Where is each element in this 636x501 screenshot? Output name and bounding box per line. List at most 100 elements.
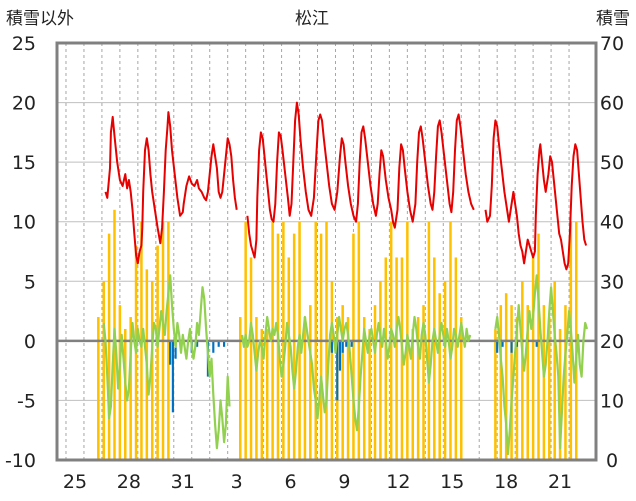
temperature-line xyxy=(484,119,588,271)
snow_depth-bar xyxy=(239,317,242,460)
temperature-line xyxy=(246,101,475,259)
snow_depth-bar xyxy=(249,257,253,460)
snow_depth-bar xyxy=(504,293,508,460)
snow_depth-bar xyxy=(102,281,105,460)
snow_depth-bar xyxy=(330,281,334,460)
snow_depth-bar xyxy=(362,317,366,460)
temperature-line xyxy=(104,111,238,265)
snow_depth-bar xyxy=(107,233,111,460)
right-tick-label: 10 xyxy=(600,390,624,412)
snow_depth-bar xyxy=(411,328,414,460)
change-line xyxy=(102,274,231,450)
right-tick-label: 40 xyxy=(600,212,624,234)
snow_depth-bar xyxy=(287,257,291,460)
negative_bar-bar xyxy=(336,340,339,401)
snow_depth-bar xyxy=(341,305,344,460)
left-tick-label: -5 xyxy=(17,390,36,412)
snow_depth-bar xyxy=(384,257,388,460)
snow_depth-bar xyxy=(443,281,447,460)
snow_depth-bar xyxy=(531,257,535,460)
snow_depth-bar xyxy=(422,305,425,460)
x-tick-label: 15 xyxy=(440,471,464,493)
right-tick-label: 30 xyxy=(600,271,624,293)
snow_depth-bar xyxy=(352,233,355,460)
snow_depth-bar xyxy=(346,317,350,460)
x-tick-label: 21 xyxy=(548,471,572,493)
snow_depth-bar xyxy=(255,317,258,460)
right-tick-labels: 70 60 50 40 30 20 10 0 xyxy=(600,33,624,472)
left-tick-label: 25 xyxy=(12,33,36,55)
snow_depth-bar xyxy=(564,305,567,460)
negative_bar-bar xyxy=(196,340,199,347)
snow_depth-bar xyxy=(548,317,551,460)
snow_depth-bar xyxy=(373,305,377,460)
right-tick-label: 20 xyxy=(600,331,624,353)
left-axis-label: 積雪以外 xyxy=(6,9,74,29)
x-tick-label: 3 xyxy=(231,471,243,493)
snow_depth-bar xyxy=(510,305,513,460)
snow_depth-bar xyxy=(265,328,269,460)
x-tick-label: 18 xyxy=(494,471,518,493)
snow_depth-bar xyxy=(260,328,264,460)
snow_depth-bar xyxy=(118,305,122,460)
negative_bar-bar xyxy=(345,340,348,347)
chart-title: 松江 xyxy=(295,9,329,29)
right-tick-label: 70 xyxy=(600,33,624,55)
snow_depth-bar xyxy=(537,233,540,460)
negative_bar-bar xyxy=(350,340,353,347)
negative_bar-bar xyxy=(330,340,333,353)
change-line xyxy=(494,274,589,456)
snow_depth-bar xyxy=(494,328,497,460)
x-tick-labels: 25 28 31 3 6 9 12 15 18 21 xyxy=(63,471,572,493)
x-tick-label: 31 xyxy=(171,471,195,493)
right-tick-label: 50 xyxy=(600,152,624,174)
snow_depth-bar xyxy=(150,281,154,460)
negative_bar-bar xyxy=(535,340,538,347)
left-tick-labels: 25 20 15 10 5 0 -5 -10 xyxy=(5,33,36,472)
snow_depth-bar xyxy=(526,305,529,460)
snow_depth-bar xyxy=(97,317,100,460)
negative_bar-bar xyxy=(171,340,174,413)
negative_bar-bar xyxy=(496,340,499,353)
right-tick-label: 0 xyxy=(606,450,618,472)
left-tick-label: 10 xyxy=(12,212,36,234)
snow_depth-bar xyxy=(309,305,312,460)
snow_depth-bar xyxy=(292,233,296,460)
snow_depth-bar xyxy=(319,233,323,460)
snow_depth-bar xyxy=(433,257,436,460)
left-tick-label: 15 xyxy=(12,152,36,174)
negative_bar-bar xyxy=(515,340,519,347)
series-lines xyxy=(102,101,589,456)
right-axis-label: 積雪 xyxy=(596,9,630,29)
left-tick-label: 20 xyxy=(12,93,36,115)
negative_bar-bar xyxy=(169,340,172,365)
snow_depth-bar xyxy=(395,257,398,460)
x-tick-label: 25 xyxy=(63,471,87,493)
snow_depth-bar xyxy=(400,257,404,460)
negative_bar-bar xyxy=(501,340,504,347)
negative_bar-bar xyxy=(223,340,226,347)
x-tick-label: 28 xyxy=(117,471,141,493)
snow_depth-bar xyxy=(459,317,463,460)
snow_depth-bar xyxy=(124,328,127,460)
snow_depth-bar xyxy=(521,281,524,460)
negative_bar-bar xyxy=(174,340,177,359)
snow_depth-bar xyxy=(416,317,420,460)
snow_depth-bar xyxy=(129,317,132,460)
snow_depth-bar xyxy=(553,281,556,460)
snow_depth-bar xyxy=(438,293,441,460)
snow_depth-bar xyxy=(558,328,562,460)
right-tick-label: 60 xyxy=(600,93,624,115)
snow_depth-bar xyxy=(379,281,382,460)
snow_depth-bar xyxy=(515,317,519,460)
snow_depth-bar xyxy=(542,305,546,460)
plot-frame xyxy=(55,41,598,462)
negative_bar-bar xyxy=(341,340,344,353)
left-tick-label: 5 xyxy=(24,271,36,293)
snow_depth-bar xyxy=(156,245,159,460)
change-line xyxy=(241,315,472,432)
negative_bar-bar xyxy=(212,340,215,353)
x-tick-label: 12 xyxy=(386,471,410,493)
left-tick-label: 0 xyxy=(24,331,36,353)
